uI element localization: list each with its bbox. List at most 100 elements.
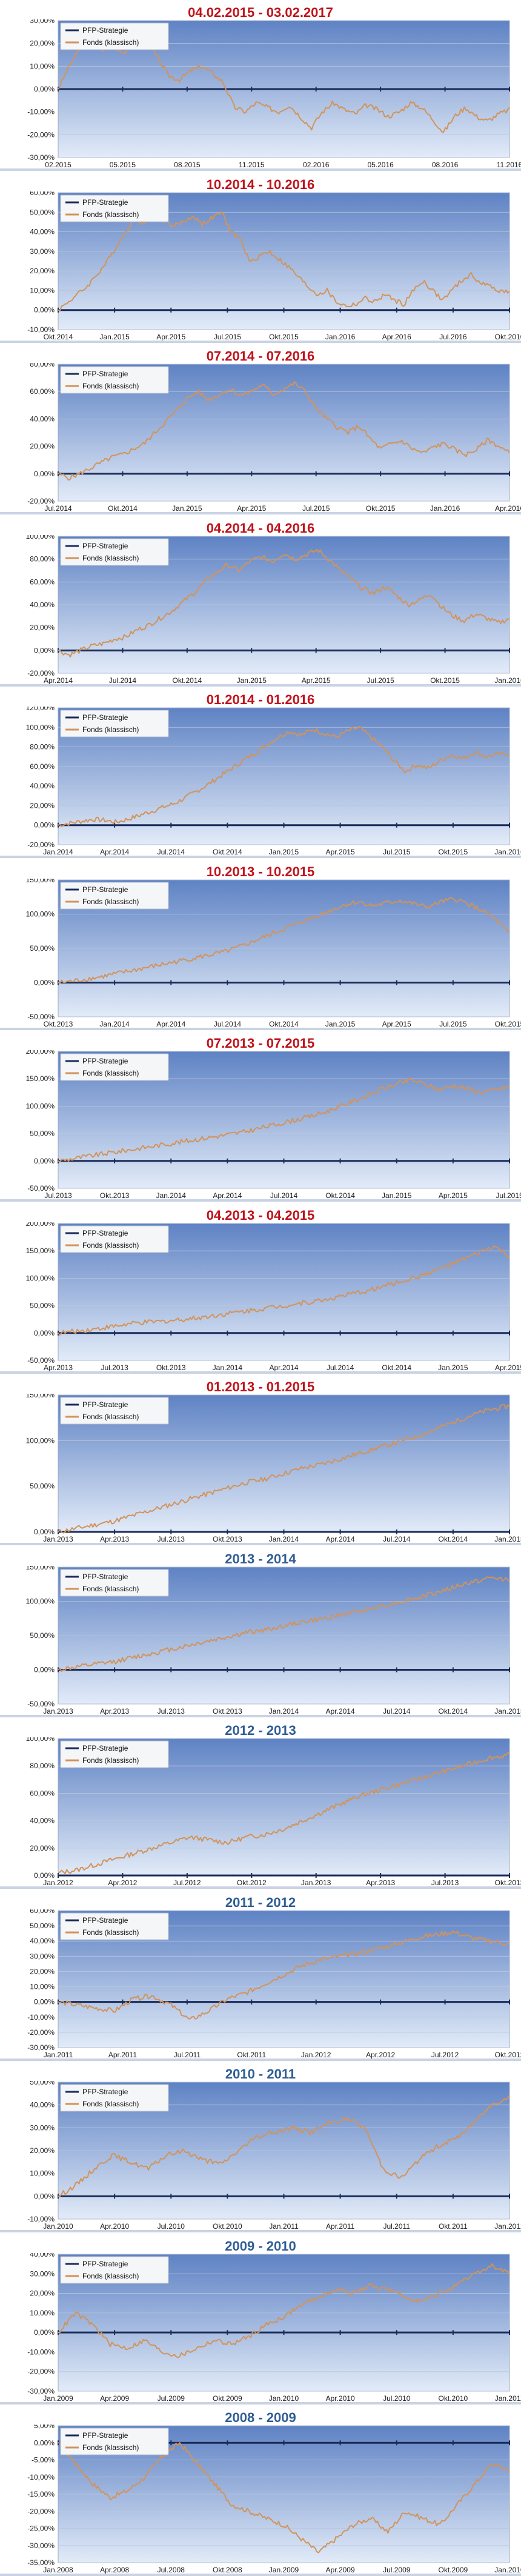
x-tick-label: Apr.2014: [326, 1535, 355, 1543]
y-tick-label: 30,00%: [30, 1952, 55, 1960]
y-tick-label: 5,00%: [34, 2425, 55, 2430]
y-tick-label: -10,00%: [27, 2473, 55, 2481]
x-tick-label: Okt.2015: [439, 848, 468, 856]
x-tick-label: Apr.2015: [326, 848, 355, 856]
y-tick-label: -15,00%: [27, 2490, 55, 2498]
legend-label-fund: Fonds (klassisch): [82, 2272, 139, 2280]
x-tick-label: Jul.2010: [383, 2394, 411, 2403]
chart-svg: 40,00% 30,00% 20,00% 10,00% 0,00% -10,00% -20,…: [27, 2253, 521, 2403]
panel-separator: [0, 1371, 521, 1374]
legend-box: [60, 1397, 169, 1425]
y-tick-label: 0,00%: [34, 2192, 55, 2200]
y-tick-label: 10,00%: [30, 1983, 55, 1991]
x-tick-label: Okt.2012: [495, 2051, 521, 2059]
x-tick-label: Apr.2012: [108, 1879, 137, 1887]
legend-label-fund: Fonds (klassisch): [82, 1069, 139, 1077]
x-tick-label: Apr.2012: [366, 2051, 395, 2059]
y-tick-label: 60,00%: [30, 191, 55, 197]
series-line-fund: [58, 2442, 510, 2554]
series-line-fund: [58, 549, 510, 658]
y-tick-label: 200,00%: [26, 1222, 55, 1228]
legend-label-fund: Fonds (klassisch): [82, 2443, 139, 2452]
y-tick-label: 0,00%: [34, 470, 55, 478]
y-tick-label: 20,00%: [30, 1844, 55, 1852]
series-line-fund: [58, 381, 510, 481]
x-tick-label: Okt.2011: [439, 2222, 468, 2231]
y-tick-label: 50,00%: [30, 1631, 55, 1640]
chart-title: 04.2014 - 04.2016: [206, 521, 315, 536]
x-tick-label: Jul.2015: [367, 676, 394, 685]
x-tick-label: Apr.2011: [108, 2051, 137, 2059]
x-tick-label: Okt.2013: [213, 1707, 242, 1716]
x-tick-label: Jul.2014: [214, 1020, 242, 1028]
y-tick-label: 100,00%: [26, 1102, 55, 1110]
legend-label-strategy: PFP-Strategie: [82, 1573, 128, 1581]
panel-separator: [0, 2574, 521, 2576]
x-tick-label: Okt.2009: [213, 2394, 242, 2403]
y-tick-label: 40,00%: [30, 2253, 55, 2258]
legend-box: [60, 882, 169, 910]
x-tick-label: Okt.2014: [173, 676, 202, 685]
x-tick-label: Jan.2015: [438, 1363, 468, 1372]
chart-svg: 200,00%150,00%100,00%50,00%0,00%-50,00%J…: [26, 1050, 521, 1200]
x-tick-label: Jan.2014: [213, 1363, 243, 1372]
series-line-fund: [58, 2263, 510, 2358]
y-tick-label: -20,00%: [27, 130, 55, 139]
y-tick-label: 80,00%: [30, 743, 55, 751]
legend-label-fund: Fonds (klassisch): [82, 1241, 139, 1250]
x-tick-label: Okt.2015: [495, 1020, 521, 1028]
legend-label-fund: Fonds (klassisch): [82, 725, 139, 734]
x-tick-label: Apr.2016: [495, 504, 521, 513]
x-tick-label: Jan.2013: [43, 1535, 73, 1543]
y-tick-label: 0,00%: [34, 1871, 55, 1880]
x-tick-label: Apr.2009: [326, 2566, 355, 2574]
chart-title: 2009 - 2010: [225, 2238, 296, 2254]
legend-label-strategy: PFP-Strategie: [82, 2088, 128, 2096]
legend-label-fund: Fonds (klassisch): [82, 1928, 139, 1937]
y-tick-label: 10,00%: [30, 2309, 55, 2317]
y-tick-label: 20,00%: [30, 1967, 55, 1975]
x-tick-label: Jul.2008: [158, 2566, 185, 2574]
chart-title: 10.2014 - 10.2016: [206, 177, 315, 192]
series-line-fund: [58, 897, 510, 984]
y-tick-label: -50,00%: [27, 1356, 55, 1365]
x-tick-label: Jul.2016: [439, 333, 467, 341]
chart-svg: 60,00% 50,00% 40,00% 30,00% 20,00% 10,00% 0,00…: [27, 191, 521, 341]
y-tick-label: 0,00%: [34, 85, 55, 93]
legend-label-fund: Fonds (klassisch): [82, 210, 139, 219]
x-tick-label: 02.2015: [45, 161, 71, 169]
y-tick-label: 0,00%: [34, 2438, 55, 2447]
y-tick-label: -30,00%: [27, 2541, 55, 2550]
y-tick-label: 100,00%: [26, 1436, 55, 1445]
x-tick-label: 02.2016: [303, 161, 330, 169]
chart-panel: 04.2014 - 04.2016 100,00% 80,00% 60,00% 40,0…: [0, 516, 521, 687]
x-tick-label: Okt.2014: [382, 1363, 411, 1372]
series-line-fund: [58, 1404, 510, 1534]
panel-separator: [0, 2058, 521, 2061]
x-tick-label: Jan.2014: [156, 1191, 187, 1200]
y-tick-label: 60,00%: [30, 762, 55, 771]
x-tick-label: Jan.2014: [99, 1020, 130, 1028]
y-tick-label: 0,00%: [34, 1157, 55, 1165]
chart-title: 10.2013 - 10.2015: [206, 864, 315, 879]
x-tick-label: Jan.2015: [269, 848, 299, 856]
x-tick-label: Jul.2011: [383, 2222, 411, 2231]
panel-separator: [0, 168, 521, 171]
y-tick-label: -10,00%: [27, 2348, 55, 2356]
x-tick-label: Apr.2014: [156, 1020, 185, 1028]
chart-svg: 200,00%150,00%100,00%50,00%0,00%-50,00%A…: [26, 1222, 521, 1372]
y-tick-label: 30,00%: [30, 2123, 55, 2132]
legend-label-strategy: PFP-Strategie: [82, 1916, 128, 1925]
panel-separator: [0, 1028, 521, 1030]
x-tick-label: Jan.2016: [430, 504, 460, 513]
x-tick-label: Jul.2012: [431, 2051, 459, 2059]
x-tick-label: Apr.2010: [326, 2394, 355, 2403]
x-tick-label: 05.2016: [367, 161, 394, 169]
x-tick-label: Jul.2009: [158, 2394, 185, 2403]
y-tick-label: 100,00%: [26, 1597, 55, 1606]
y-tick-label: 0,00%: [34, 1329, 55, 1337]
legend-box: [60, 2428, 169, 2455]
x-tick-label: Apr.2014: [269, 1363, 298, 1372]
y-tick-label: 0,00%: [34, 646, 55, 654]
legend-box: [60, 2084, 169, 2112]
